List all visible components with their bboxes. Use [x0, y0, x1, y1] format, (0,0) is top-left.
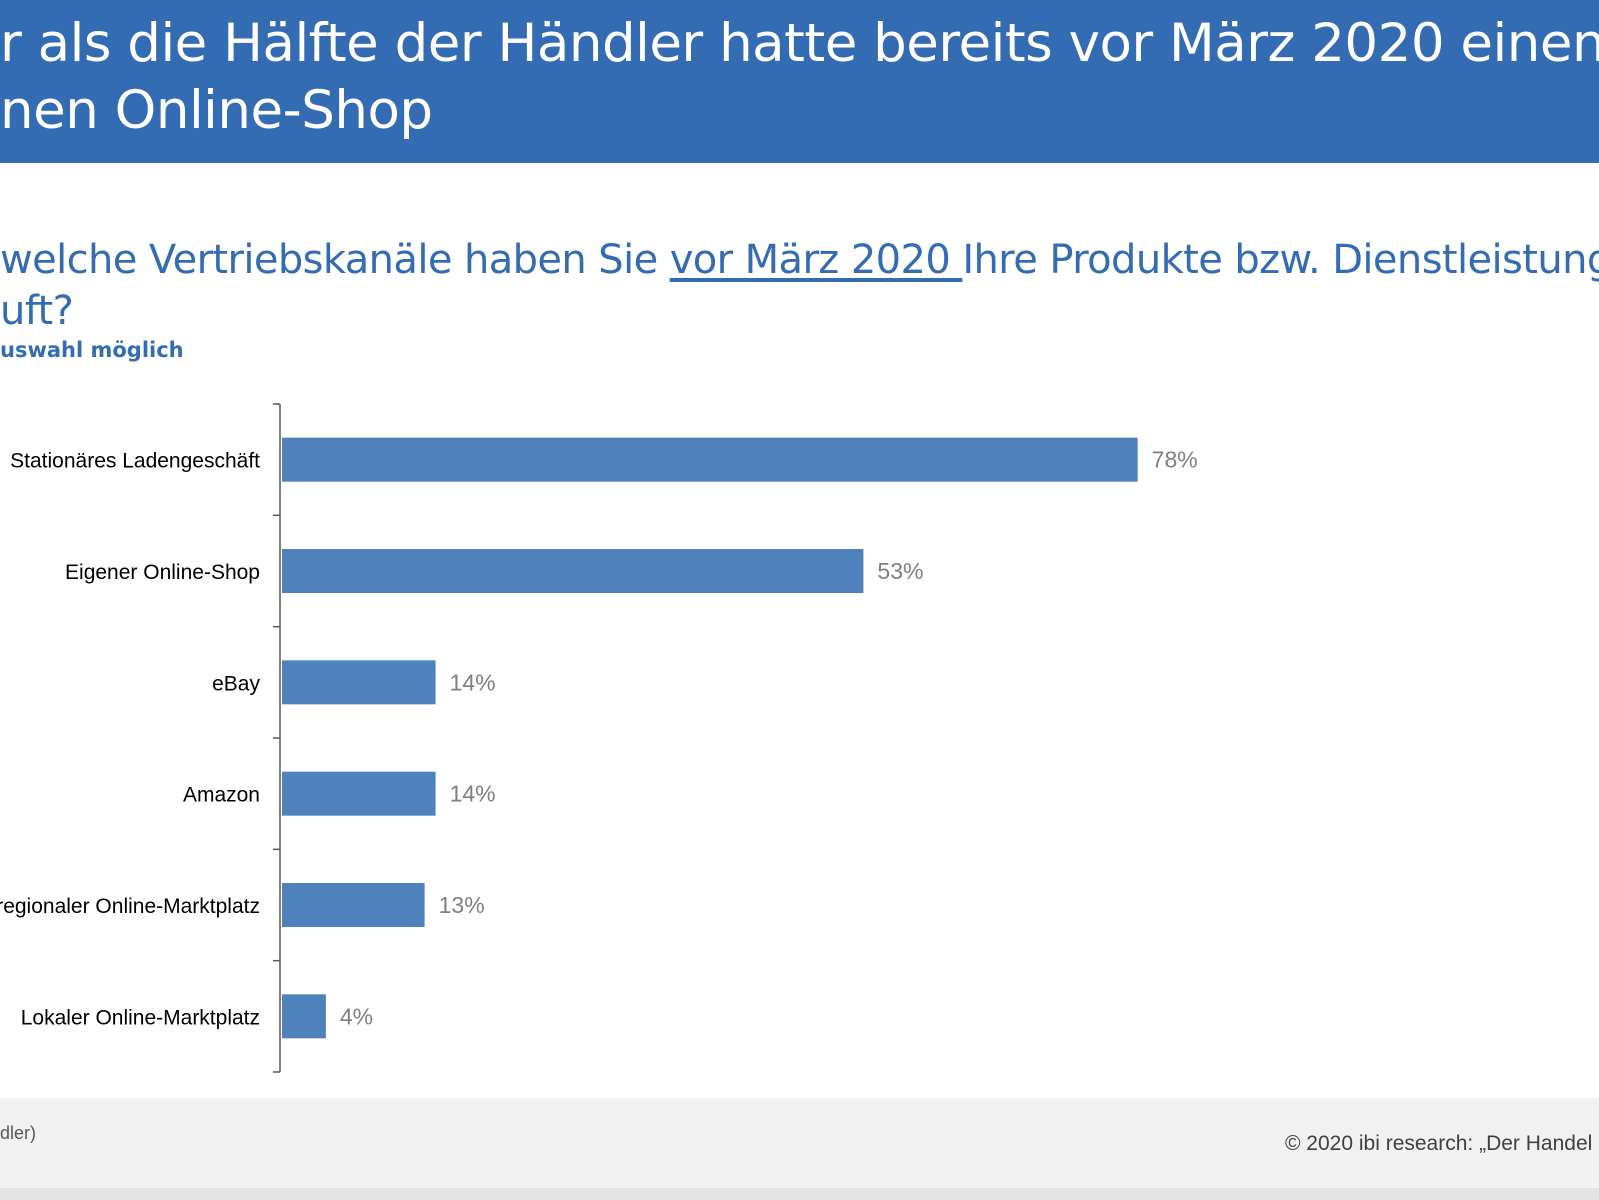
value-label-ebay: 14% — [450, 669, 496, 695]
answer-hint: uswahl möglich — [0, 338, 184, 362]
question-underlined-text: vor März 2020 — [669, 237, 963, 283]
category-label-ebay: eBay — [212, 672, 260, 695]
bar-chart: Stationäres Ladengeschäft 78% Eigener Onli… — [0, 403, 1198, 1073]
category-label-amazon: Amazon — [183, 784, 260, 807]
title-banner: r als die Hälfte der Händler hatte berei… — [0, 0, 1599, 163]
footer — [0, 1098, 1599, 1188]
value-label-station-res-ladengesch-ft: 78% — [1152, 447, 1198, 473]
category-label-lokaler-online-marktplatz: Lokaler Online-Marktplatz — [21, 1006, 260, 1029]
footer-copyright: © 2020 ibi research: „Der Handel im — [1285, 1132, 1599, 1155]
footer-bottom-strip — [0, 1188, 1599, 1200]
value-label-regionaler-online-marktplatz: 13% — [439, 892, 485, 918]
page-title-line-1: r als die Hälfte der Händler hatte berei… — [0, 13, 1599, 74]
bar-amazon — [282, 771, 436, 816]
bar-lokaler-online-marktplatz — [282, 994, 326, 1039]
value-label-eigener-online-shop: 53% — [877, 558, 923, 584]
category-label-station-res-ladengesch-ft: Stationäres Ladengeschäft — [10, 450, 260, 473]
question-text-start: welche Vertriebskanäle haben Sie — [0, 237, 670, 283]
category-label-regionaler-online-marktplatz: regionaler Online-Marktplatz — [0, 895, 260, 918]
bar-eigener-online-shop — [282, 549, 864, 593]
question-text-end: Ihre Produkte bzw. Dienstleistunge — [962, 237, 1599, 283]
bar-ebay — [282, 660, 436, 705]
value-label-lokaler-online-marktplatz: 4% — [340, 1003, 373, 1029]
value-label-amazon: 14% — [450, 781, 496, 807]
bar-regionaler-online-marktplatz — [282, 883, 425, 927]
footer-source-note: dler) — [0, 1123, 37, 1143]
question-line-2: uft? — [0, 288, 74, 334]
question-line-1: welche Vertriebskanäle haben Sie vor Mär… — [0, 236, 1599, 284]
category-label-eigener-online-shop: Eigener Online-Shop — [65, 561, 260, 584]
bar-station-res-ladengesch-ft — [282, 437, 1138, 482]
page-title-line-2: nen Online-Shop — [0, 80, 433, 141]
